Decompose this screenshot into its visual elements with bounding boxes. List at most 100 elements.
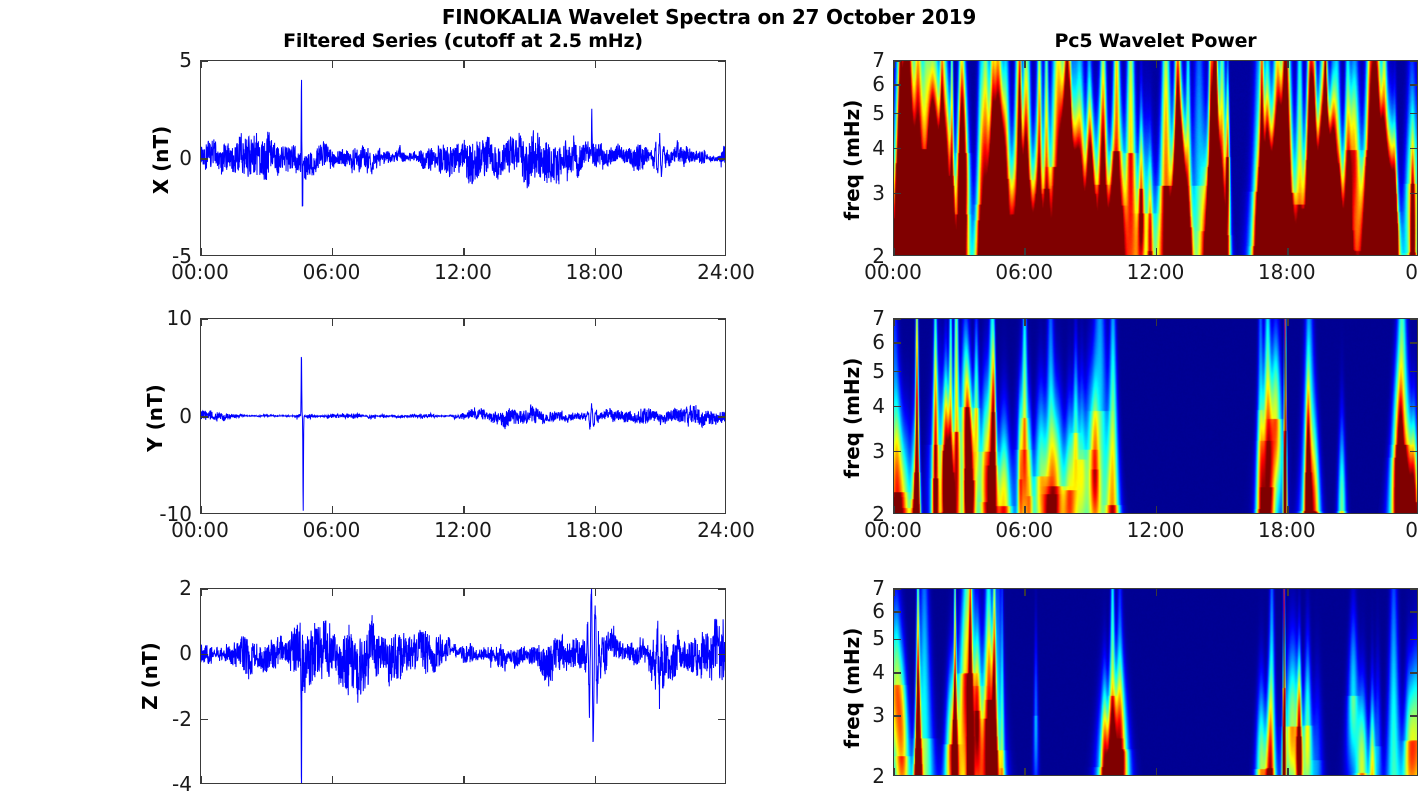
y-tick-label: 5 <box>872 100 885 125</box>
y-tick <box>894 84 901 86</box>
x-tick-label: 12:00 <box>434 518 492 542</box>
y-tick <box>201 158 208 160</box>
x-tick <box>463 589 465 596</box>
y-tick <box>1410 589 1417 590</box>
y-tick <box>201 416 208 418</box>
x-tick <box>201 589 202 596</box>
x-tick <box>1155 506 1158 513</box>
axes-y-filtered-series <box>200 318 726 514</box>
y-tick-label: 7 <box>872 576 885 600</box>
x-tick <box>1286 506 1289 513</box>
x-tick-label: 00:00 <box>864 518 922 542</box>
x-tick <box>1155 248 1158 255</box>
y-tick <box>1410 370 1417 373</box>
x-tick <box>1024 506 1027 513</box>
y-tick <box>894 192 901 195</box>
y-tick-label: 6 <box>872 599 885 624</box>
x-tick <box>594 319 597 326</box>
y-tick-label: 2 <box>872 764 885 788</box>
x-tick <box>894 768 895 775</box>
y-tick <box>1410 611 1417 613</box>
y-tick <box>1410 112 1417 115</box>
x-tick <box>1155 589 1158 596</box>
series-line <box>201 589 725 783</box>
x-tick <box>201 506 202 513</box>
y-tick <box>1410 638 1417 641</box>
y-tick-label: 5 <box>872 358 885 383</box>
x-tick-label: 00:00 <box>864 260 922 284</box>
x-tick <box>1286 319 1289 326</box>
axes-z-wavelet-power <box>893 588 1418 776</box>
y-tick-label: 5 <box>872 626 885 651</box>
x-tick-label: 24:00 <box>697 260 755 284</box>
x-tick <box>201 248 202 255</box>
y-tick <box>894 715 901 717</box>
y-tick <box>718 158 725 160</box>
y-tick <box>718 653 725 656</box>
x-tick <box>201 319 202 326</box>
y-tick-label: -5 <box>172 244 192 268</box>
x-tick-label: 18:00 <box>565 518 624 542</box>
y-tick-label: 3 <box>872 703 885 728</box>
x-tick <box>1024 61 1027 68</box>
x-tick <box>331 589 334 596</box>
x-tick-label: 00:00 <box>171 518 229 542</box>
y-tick <box>201 653 208 656</box>
y-tick <box>201 718 208 721</box>
x-tick-label: 18:00 <box>1257 260 1316 284</box>
y-tick <box>718 589 725 590</box>
x-tick <box>331 776 334 783</box>
x-tick <box>894 319 895 326</box>
y-tick <box>894 672 901 674</box>
axes-x-filtered-series <box>200 60 726 256</box>
x-tick-label: 12:00 <box>434 260 492 284</box>
y-tick-label: 3 <box>872 180 885 205</box>
axes-z-filtered-series <box>200 588 726 784</box>
y-tick-label: 4 <box>872 659 885 684</box>
y-tick <box>1410 319 1417 320</box>
y-tick <box>718 416 725 418</box>
x-tick <box>594 589 597 596</box>
left-column-title: Filtered Series (cutoff at 2.5 mHz) <box>283 30 643 52</box>
x-tick-label: 12:00 <box>1126 260 1185 284</box>
x-tick-label: 24:00 <box>697 518 755 542</box>
y-tick-label: 3 <box>872 438 885 463</box>
x-tick <box>331 319 334 326</box>
wavelet-power-heatmap <box>894 319 1417 513</box>
y-tick <box>1410 61 1417 62</box>
x-tick <box>894 248 895 255</box>
y-tick <box>894 112 901 115</box>
x-tick <box>463 506 465 513</box>
y-tick <box>1410 147 1417 150</box>
x-tick <box>594 248 597 255</box>
x-tick <box>1024 319 1027 326</box>
y-tick <box>894 319 901 320</box>
x-tick <box>463 248 465 255</box>
x-tick <box>894 61 895 68</box>
y-tick-label: 6 <box>872 72 885 97</box>
y-tick-label: 0 <box>179 641 192 666</box>
x-tick <box>1024 768 1027 775</box>
y-tick-label: 6 <box>872 330 885 355</box>
y-tick-label: -4 <box>172 772 192 796</box>
y-tick-label: 2 <box>872 244 885 268</box>
x-tick-label: 06:00 <box>302 260 361 284</box>
y-tick-label: -2 <box>172 706 192 731</box>
y-tick <box>894 147 901 150</box>
x-tick <box>1024 589 1027 596</box>
x-tick-label: 12:00 <box>1126 518 1185 542</box>
y-tick-label: 10 <box>166 306 192 330</box>
axes-y-wavelet-power <box>893 318 1418 514</box>
y-tick <box>894 611 901 613</box>
y-tick <box>1410 405 1417 408</box>
y-tick <box>201 589 208 590</box>
x-tick-label: 18:00 <box>565 260 624 284</box>
x-tick <box>1286 768 1289 775</box>
x-tick-label: 00:00 <box>171 260 229 284</box>
wavelet-power-heatmap <box>894 589 1417 775</box>
y-tick <box>894 342 901 344</box>
y-tick <box>718 718 725 721</box>
y-tick-label: 4 <box>872 135 885 160</box>
y-tick <box>894 638 901 641</box>
